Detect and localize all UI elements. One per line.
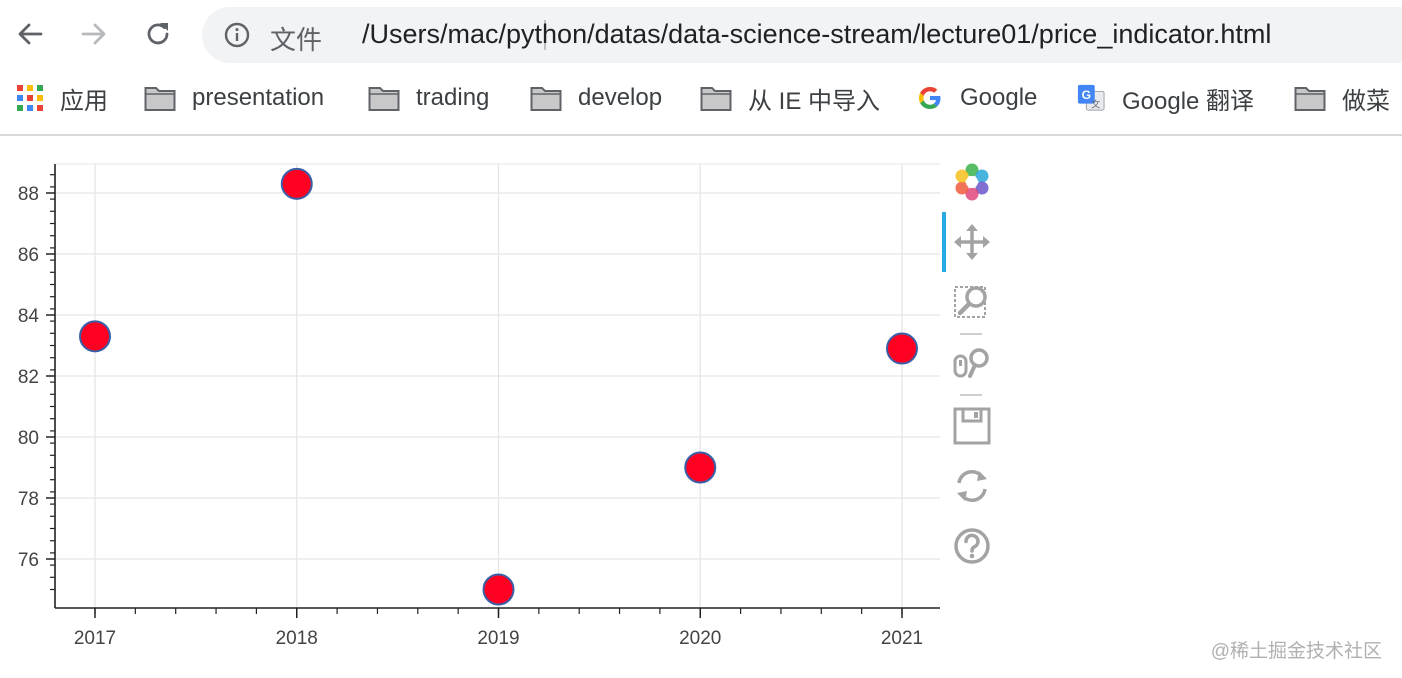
google-translate-icon: G 文 bbox=[1077, 84, 1105, 111]
arrow-right-icon bbox=[81, 23, 106, 45]
svg-text:G: G bbox=[1082, 88, 1091, 102]
svg-text:文: 文 bbox=[1091, 98, 1100, 110]
bookmark-cooking[interactable]: 做菜 bbox=[1294, 76, 1390, 120]
bookmark-label: 应用 bbox=[60, 87, 108, 115]
bookmark-label: Google bbox=[960, 84, 1038, 111]
folder-icon bbox=[700, 87, 732, 111]
folder-icon bbox=[1294, 87, 1326, 111]
y-tick-label: 88 bbox=[18, 184, 39, 205]
folder-icon bbox=[530, 87, 562, 111]
site-security-label[interactable]: 文件 bbox=[270, 25, 323, 55]
bookmark-google-translate[interactable]: G 文 Google 翻译 bbox=[1076, 76, 1254, 120]
apps-grid-icon bbox=[17, 85, 43, 111]
reset-tool-icon[interactable] bbox=[952, 466, 992, 506]
y-tick-label: 86 bbox=[18, 245, 39, 266]
toolbar-divider bbox=[0, 134, 1402, 136]
browser-toolbar: 文件 /Users/mac/python/datas/data-science-… bbox=[0, 0, 1402, 70]
plot-toolbar bbox=[940, 150, 1004, 580]
arrow-left-icon bbox=[18, 23, 43, 45]
x-tick-label: 2021 bbox=[881, 628, 923, 649]
bookmark-label: 做菜 bbox=[1342, 87, 1390, 115]
scatter-plot[interactable]: 76 78 80 82 84 86 88 2017 2018 2019 2020 2021 bbox=[0, 140, 940, 678]
wheel-zoom-tool-icon[interactable] bbox=[952, 344, 992, 384]
bookmark-trading[interactable]: trading bbox=[368, 76, 489, 120]
y-tick-label: 78 bbox=[18, 489, 39, 510]
pan-tool-icon[interactable] bbox=[952, 222, 992, 262]
data-point bbox=[886, 332, 918, 365]
folder-icon bbox=[144, 87, 176, 111]
url-text[interactable]: /Users/mac/python/datas/data-science-str… bbox=[362, 19, 1272, 49]
bookmark-label: Google 翻译 bbox=[1122, 87, 1255, 115]
box-zoom-tool-icon[interactable] bbox=[952, 282, 992, 322]
plot-frame bbox=[54, 163, 940, 609]
data-point bbox=[280, 167, 313, 200]
bookmark-apps[interactable]: 应用 bbox=[16, 76, 108, 120]
bookmark-label: presentation bbox=[192, 84, 325, 111]
forward-button[interactable] bbox=[72, 12, 116, 56]
address-separator bbox=[544, 20, 546, 50]
x-tick-label: 2019 bbox=[477, 628, 519, 649]
google-icon bbox=[919, 87, 941, 109]
bookmark-import-from-ie[interactable]: 从 IE 中导入 bbox=[700, 76, 880, 120]
bokeh-logo-icon[interactable] bbox=[952, 162, 992, 202]
y-tick-label: 80 bbox=[18, 428, 39, 449]
bookmark-google[interactable]: Google bbox=[916, 76, 1037, 120]
page-content: 76 78 80 82 84 86 88 2017 2018 2019 2020 2021 bbox=[0, 140, 1402, 678]
x-tick-label: 2017 bbox=[74, 628, 116, 649]
tool-separator bbox=[960, 333, 982, 335]
watermark: @稀土掘金技术社区 bbox=[1210, 641, 1382, 662]
bookmark-label: 从 IE 中导入 bbox=[748, 87, 881, 115]
reload-button[interactable] bbox=[136, 12, 180, 56]
data-point bbox=[684, 451, 717, 484]
x-tick-label: 2020 bbox=[679, 628, 721, 649]
grid-lines bbox=[54, 163, 940, 609]
data-points bbox=[79, 167, 918, 606]
bookmark-presentation[interactable]: presentation bbox=[144, 76, 324, 120]
reload-icon bbox=[147, 23, 169, 45]
y-tick-label: 82 bbox=[18, 367, 39, 388]
bookmark-label: trading bbox=[416, 84, 490, 111]
address-bar[interactable]: 文件 /Users/mac/python/datas/data-science-… bbox=[202, 7, 1402, 63]
data-point bbox=[79, 320, 111, 353]
x-tick-label: 2018 bbox=[276, 628, 318, 649]
help-tool-icon[interactable] bbox=[952, 526, 992, 566]
back-button[interactable] bbox=[8, 12, 52, 56]
save-tool-icon[interactable] bbox=[952, 406, 992, 446]
y-tick-label: 84 bbox=[18, 306, 40, 327]
y-tick-label: 76 bbox=[18, 550, 39, 571]
axes: 76 78 80 82 84 86 88 2017 2018 2019 2020 2021 bbox=[18, 164, 940, 649]
bookmark-develop[interactable]: develop bbox=[530, 76, 662, 120]
folder-icon bbox=[368, 87, 400, 111]
data-point bbox=[482, 573, 515, 606]
bookmark-label: develop bbox=[578, 84, 663, 111]
info-icon[interactable] bbox=[224, 22, 250, 48]
bookmarks-bar: 应用 presentation trading develop bbox=[0, 76, 1402, 120]
tool-separator bbox=[960, 394, 982, 396]
active-tool-indicator bbox=[942, 212, 946, 272]
